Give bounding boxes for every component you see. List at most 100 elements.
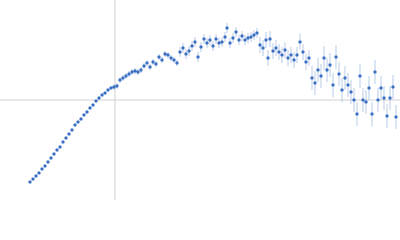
data-point xyxy=(46,160,50,164)
data-point xyxy=(292,58,296,62)
data-point xyxy=(370,112,374,116)
data-point xyxy=(118,78,122,82)
data-point xyxy=(313,81,317,85)
data-point xyxy=(340,88,344,92)
data-point xyxy=(367,86,371,90)
data-point xyxy=(223,35,227,39)
data-point xyxy=(266,56,270,60)
data-point xyxy=(349,90,353,94)
data-point xyxy=(202,37,206,41)
data-point xyxy=(243,38,247,42)
data-point xyxy=(82,113,86,117)
data-point xyxy=(289,53,293,57)
data-point xyxy=(261,46,265,50)
data-point xyxy=(286,56,290,60)
data-point xyxy=(307,56,311,60)
data-point xyxy=(40,167,44,171)
data-point xyxy=(388,96,392,100)
data-point xyxy=(283,48,287,52)
data-point xyxy=(172,58,176,62)
data-point xyxy=(343,76,347,80)
data-point xyxy=(346,83,350,87)
data-point xyxy=(70,128,74,132)
data-point xyxy=(228,41,232,45)
data-point xyxy=(85,110,89,114)
data-point xyxy=(264,38,268,42)
data-point xyxy=(364,100,368,104)
data-point xyxy=(31,177,35,181)
data-point xyxy=(34,174,38,178)
data-point xyxy=(94,99,98,103)
data-point xyxy=(231,36,235,40)
data-point xyxy=(310,76,314,80)
data-point xyxy=(151,60,155,64)
data-point xyxy=(337,72,341,76)
data-point xyxy=(322,56,326,60)
data-point xyxy=(385,114,389,118)
data-point xyxy=(160,58,164,62)
data-point xyxy=(91,103,95,107)
data-point xyxy=(301,50,305,54)
data-point xyxy=(154,62,158,66)
data-point xyxy=(130,70,134,74)
data-point xyxy=(193,40,197,44)
data-point xyxy=(166,53,170,57)
data-point xyxy=(274,46,278,50)
data-point xyxy=(148,65,152,69)
data-point xyxy=(334,55,338,59)
data-point xyxy=(88,106,92,110)
data-point xyxy=(169,56,173,60)
data-point xyxy=(277,50,281,54)
data-point xyxy=(139,68,143,72)
data-point xyxy=(225,26,229,30)
data-point xyxy=(237,38,241,42)
data-point xyxy=(106,88,110,92)
data-point xyxy=(280,53,284,57)
data-point xyxy=(258,43,262,47)
data-point xyxy=(246,36,250,40)
data-point xyxy=(142,64,146,68)
data-point xyxy=(331,83,335,87)
data-point xyxy=(190,44,194,48)
data-point xyxy=(391,85,395,89)
data-point xyxy=(61,140,65,144)
data-point xyxy=(43,164,47,168)
data-point xyxy=(112,85,116,89)
data-point xyxy=(328,63,332,67)
data-point xyxy=(73,123,77,127)
data-point xyxy=(220,40,224,44)
data-point xyxy=(208,38,212,42)
data-point xyxy=(361,98,365,102)
data-point xyxy=(255,31,259,35)
data-point xyxy=(124,74,128,78)
data-point xyxy=(358,74,362,78)
data-point xyxy=(295,53,299,57)
data-point xyxy=(298,40,302,44)
data-point xyxy=(145,61,149,65)
data-point xyxy=(136,70,140,74)
data-point xyxy=(249,35,253,39)
data-point xyxy=(376,98,380,102)
data-point xyxy=(103,91,107,95)
data-point xyxy=(319,74,323,78)
data-point xyxy=(55,148,59,152)
data-point xyxy=(217,41,221,45)
data-point xyxy=(97,96,101,100)
data-point xyxy=(133,69,137,73)
data-point xyxy=(67,132,71,136)
data-point xyxy=(163,52,167,56)
data-point xyxy=(240,34,244,38)
data-point xyxy=(316,68,320,72)
data-point xyxy=(199,45,203,49)
data-point xyxy=(37,171,41,175)
page: (() => { const data = JSON.parse(documen… xyxy=(0,0,400,200)
data-point xyxy=(379,86,383,90)
data-point xyxy=(211,44,215,48)
chart xyxy=(0,0,400,200)
data-point xyxy=(121,76,125,80)
data-point xyxy=(394,115,398,119)
data-point xyxy=(76,120,80,124)
data-point xyxy=(127,72,131,76)
data-point xyxy=(184,52,188,56)
data-point xyxy=(115,84,119,88)
